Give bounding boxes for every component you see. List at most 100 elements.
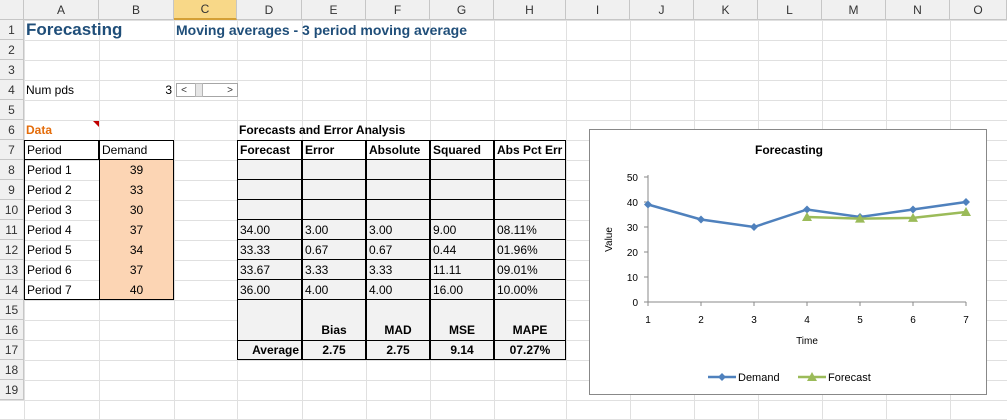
row-header-15[interactable]: 15 — [0, 300, 24, 320]
column-header-o[interactable]: O — [950, 0, 1007, 20]
forecast-blank-cell[interactable] — [494, 300, 566, 320]
period-label[interactable]: Period 7 — [24, 280, 99, 300]
forecast-cell[interactable] — [430, 160, 494, 180]
forecast-cell[interactable]: 4.00 — [366, 280, 430, 300]
period-label[interactable]: Period 6 — [24, 260, 99, 280]
row-header-16[interactable]: 16 — [0, 320, 24, 340]
column-header-c[interactable]: C — [174, 0, 237, 20]
row-header-7[interactable]: 7 — [0, 140, 24, 160]
forecast-section-label[interactable]: Forecasts and Error Analysis — [239, 123, 406, 137]
demand-value[interactable]: 37 — [99, 260, 174, 280]
forecast-chart[interactable]: Forecasting 0 10 20 30 40 50 1 2 3 4 5 6 7 Time Value De… — [589, 129, 987, 395]
forecast-header-forecast[interactable]: Forecast — [237, 140, 302, 160]
forecast-blank-cell[interactable] — [237, 300, 302, 320]
forecast-cell[interactable] — [302, 200, 366, 220]
row-header-2[interactable]: 2 — [0, 40, 24, 60]
forecast-blank-cell[interactable] — [366, 300, 430, 320]
num-pds-value[interactable]: 3 — [165, 83, 172, 97]
forecast-cell[interactable] — [237, 200, 302, 220]
forecast-cell[interactable]: 01.96% — [494, 240, 566, 260]
column-header-i[interactable]: I — [566, 0, 630, 20]
summary-value[interactable]: 2.75 — [366, 340, 430, 360]
row-header-5[interactable]: 5 — [0, 100, 24, 120]
period-label[interactable]: Period 3 — [24, 200, 99, 220]
summary-value[interactable]: 07.27% — [494, 340, 566, 360]
demand-value[interactable]: 40 — [99, 280, 174, 300]
row-header-13[interactable]: 13 — [0, 260, 24, 280]
column-header-g[interactable]: G — [430, 0, 494, 20]
forecast-cell[interactable]: 3.00 — [366, 220, 430, 240]
row-header-14[interactable]: 14 — [0, 280, 24, 300]
row-header-6[interactable]: 6 — [0, 120, 24, 140]
demand-value[interactable]: 37 — [99, 220, 174, 240]
summary-value[interactable]: 2.75 — [302, 340, 366, 360]
forecast-cell[interactable]: 09.01% — [494, 260, 566, 280]
column-header-b[interactable]: B — [99, 0, 174, 20]
period-label[interactable]: Period 1 — [24, 160, 99, 180]
forecast-cell[interactable]: 3.33 — [302, 260, 366, 280]
sheet-subtitle[interactable]: Moving averages - 3 period moving averag… — [176, 22, 467, 38]
forecast-cell[interactable]: 3.33 — [366, 260, 430, 280]
forecast-cell[interactable] — [430, 200, 494, 220]
forecast-cell[interactable] — [430, 180, 494, 200]
scroll-thumb[interactable] — [195, 83, 203, 97]
period-label[interactable]: Period 4 — [24, 220, 99, 240]
forecast-cell[interactable]: 0.44 — [430, 240, 494, 260]
forecast-cell[interactable]: 3.00 — [302, 220, 366, 240]
forecast-cell[interactable]: 11.11 — [430, 260, 494, 280]
forecast-cell[interactable] — [366, 160, 430, 180]
forecast-blank-cell[interactable] — [302, 300, 366, 320]
summary-header-mse[interactable]: MSE — [430, 320, 494, 340]
row-header-11[interactable]: 11 — [0, 220, 24, 240]
forecast-cell[interactable] — [494, 200, 566, 220]
column-header-a[interactable]: A — [24, 0, 99, 20]
forecast-header-error[interactable]: Error — [302, 140, 366, 160]
column-header-f[interactable]: F — [366, 0, 430, 20]
forecast-cell[interactable] — [237, 160, 302, 180]
demand-value[interactable]: 34 — [99, 240, 174, 260]
column-header-d[interactable]: D — [237, 0, 302, 20]
column-header-m[interactable]: M — [822, 0, 886, 20]
forecast-blank-cell[interactable] — [430, 300, 494, 320]
forecast-header-abs-pct-err[interactable]: Abs Pct Err — [494, 140, 566, 160]
forecast-cell[interactable]: 0.67 — [366, 240, 430, 260]
select-all-corner[interactable] — [0, 0, 24, 20]
forecast-cell[interactable]: 08.11% — [494, 220, 566, 240]
row-header-3[interactable]: 3 — [0, 60, 24, 80]
forecast-header-squared[interactable]: Squared — [430, 140, 494, 160]
scroll-left-button[interactable]: < — [181, 84, 187, 96]
forecast-cell[interactable] — [366, 180, 430, 200]
forecast-cell[interactable] — [494, 180, 566, 200]
num-pds-label[interactable]: Num pds — [26, 83, 75, 97]
row-header-10[interactable]: 10 — [0, 200, 24, 220]
column-header-k[interactable]: K — [694, 0, 758, 20]
summary-average-label[interactable]: Average — [237, 340, 302, 360]
forecast-cell[interactable]: 4.00 — [302, 280, 366, 300]
row-header-1[interactable]: 1 — [0, 20, 24, 40]
column-header-l[interactable]: L — [758, 0, 822, 20]
forecast-cell[interactable] — [366, 200, 430, 220]
forecast-cell[interactable]: 33.33 — [237, 240, 302, 260]
demand-value[interactable]: 30 — [99, 200, 174, 220]
summary-blank-cell[interactable] — [237, 320, 302, 340]
forecast-cell[interactable]: 36.00 — [237, 280, 302, 300]
summary-value[interactable]: 9.14 — [430, 340, 494, 360]
forecast-cell[interactable]: 9.00 — [430, 220, 494, 240]
forecast-cell[interactable]: 34.00 — [237, 220, 302, 240]
forecast-cell[interactable] — [494, 160, 566, 180]
num-pds-scrollbar[interactable]: < > — [176, 83, 238, 97]
row-header-19[interactable]: 19 — [0, 380, 24, 400]
row-header-9[interactable]: 9 — [0, 180, 24, 200]
demand-value[interactable]: 33 — [99, 180, 174, 200]
forecast-cell[interactable]: 10.00% — [494, 280, 566, 300]
column-header-h[interactable]: H — [494, 0, 566, 20]
column-header-n[interactable]: N — [886, 0, 950, 20]
period-label[interactable]: Period 2 — [24, 180, 99, 200]
summary-header-mape[interactable]: MAPE — [494, 320, 566, 340]
data-header-period[interactable]: Period — [24, 140, 99, 160]
forecast-cell[interactable]: 0.67 — [302, 240, 366, 260]
summary-header-mad[interactable]: MAD — [366, 320, 430, 340]
row-header-4[interactable]: 4 — [0, 80, 24, 100]
row-header-17[interactable]: 17 — [0, 340, 24, 360]
forecast-cell[interactable]: 16.00 — [430, 280, 494, 300]
